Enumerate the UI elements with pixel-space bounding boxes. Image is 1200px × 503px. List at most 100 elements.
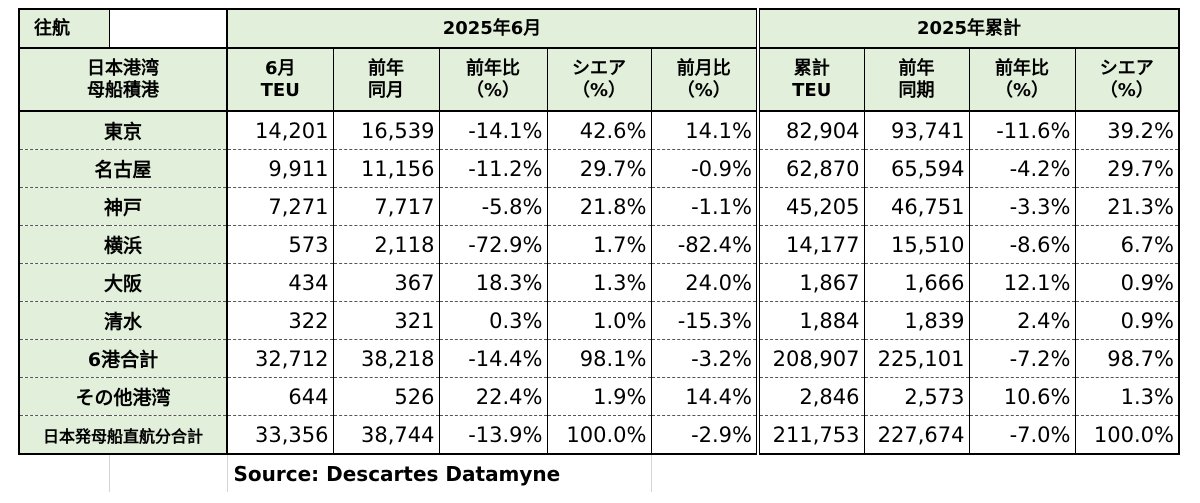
cell-prev-month: 526: [332, 377, 439, 416]
cell-cum-share: 0.9%: [1074, 301, 1180, 340]
cell-cum-yoy: -3.3%: [968, 187, 1075, 226]
group-header-cumulative: 2025年累計: [756, 8, 1180, 48]
cell-prev-month: 38,218: [332, 339, 439, 378]
cell-prev-period: 15,510: [863, 225, 969, 264]
port-name: 横浜: [18, 225, 227, 264]
cell-share: 100.0%: [546, 415, 651, 455]
cell-mom: -3.2%: [650, 339, 758, 378]
cell-cum-share: 98.7%: [1074, 339, 1180, 378]
col-header-line1: 前月比: [676, 57, 731, 79]
cell-prev-month: 321: [332, 301, 439, 340]
table-row: 6港合計 32,712 38,218 -14.4% 98.1% -3.2% 208,907 2…: [18, 339, 1180, 378]
cell-share: 1.0%: [546, 301, 651, 340]
cell-yoy: 0.3%: [438, 301, 547, 340]
col-header-prev-period: 前年 同期: [863, 47, 969, 112]
table-row: 日本発母船直航分合計 33,356 38,744 -13.9% 100.0% -2.9% 2…: [18, 415, 1180, 455]
col-header-june-teu: 6月 TEU: [226, 47, 333, 112]
cell-cum-yoy: 2.4%: [968, 301, 1075, 340]
col-header-line2: （%）: [676, 79, 731, 101]
cell-share: 42.6%: [546, 111, 651, 150]
group-header-june: 2025年6月: [226, 8, 758, 48]
cell-june-teu: 7,271: [226, 187, 333, 226]
source-row: Source: Descartes Datamyne: [19, 454, 1179, 492]
col-header-line2: （%）: [1099, 79, 1154, 101]
port-header-line1: 日本港湾: [87, 57, 159, 79]
cell-june-teu: 434: [226, 263, 333, 302]
port-name: 清水: [18, 301, 227, 340]
col-header-line1: シエア: [572, 57, 626, 79]
cell-mom: -15.3%: [650, 301, 758, 340]
col-header-line2: （%）: [571, 79, 627, 101]
col-header-line2: （%）: [465, 79, 521, 101]
cell-june-teu: 9,911: [226, 149, 333, 188]
cell-prev-period: 2,573: [863, 377, 969, 416]
cell-yoy: -72.9%: [438, 225, 547, 264]
cell-share: 1.9%: [546, 377, 651, 416]
cell-prev-month: 367: [332, 263, 439, 302]
cell-prev-month: 7,717: [332, 187, 439, 226]
cell-cum-teu: 14,177: [756, 225, 864, 264]
source-blank-1: [19, 454, 109, 492]
col-header-line1: 6月: [264, 57, 296, 79]
cell-mom: 14.4%: [650, 377, 758, 416]
table-row: 大阪 434 367 18.3% 1.3% 24.0% 1,867 1,666 12.1% 0.9…: [18, 263, 1180, 302]
cell-cum-share: 21.3%: [1074, 187, 1180, 226]
port-header: 日本港湾 母船積港: [18, 47, 227, 112]
cell-prev-period: 65,594: [863, 149, 969, 188]
cell-cum-teu: 211,753: [756, 415, 864, 455]
col-header-cum-teu: 累計 TEU: [756, 47, 864, 112]
col-header-line2: TEU: [792, 79, 832, 101]
port-name: 神戸: [18, 187, 227, 226]
cell-prev-month: 16,539: [332, 111, 439, 150]
cell-cum-share: 29.7%: [1074, 149, 1180, 188]
corner-blank: [108, 8, 227, 49]
port-name: 6港合計: [18, 339, 227, 378]
cell-prev-period: 225,101: [863, 339, 969, 378]
cell-cum-share: 39.2%: [1074, 111, 1180, 150]
col-header-cum-share: シエア （%）: [1074, 47, 1180, 112]
cell-cum-share: 0.9%: [1074, 263, 1180, 302]
cell-cum-yoy: 10.6%: [968, 377, 1075, 416]
cell-yoy: -5.8%: [438, 187, 547, 226]
cell-june-teu: 14,201: [226, 111, 333, 150]
cell-cum-teu: 1,884: [756, 301, 864, 340]
cell-yoy: -11.2%: [438, 149, 547, 188]
col-header-line2: 同期: [898, 79, 935, 101]
cell-june-teu: 573: [226, 225, 333, 264]
cell-cum-yoy: -7.2%: [968, 339, 1075, 378]
cell-june-teu: 33,356: [226, 415, 333, 455]
col-header-mom: 前月比 （%）: [650, 47, 758, 112]
cell-mom: -82.4%: [650, 225, 758, 264]
col-header-yoy: 前年比 （%）: [438, 47, 547, 112]
col-header-line1: 前年比: [466, 57, 520, 79]
cell-mom: -1.1%: [650, 187, 758, 226]
port-name: その他港湾: [18, 377, 227, 416]
table-wrapper: 往航 2025年6月 2025年累計 日本港湾 母船積港 6月 TEU 前年 同月 …: [18, 8, 1180, 492]
cell-cum-yoy: -4.2%: [968, 149, 1075, 188]
table-row: 名古屋 9,911 11,156 -11.2% 29.7% -0.9% 62,870 65,5…: [18, 149, 1180, 188]
cell-prev-period: 1,839: [863, 301, 969, 340]
cell-june-teu: 32,712: [226, 339, 333, 378]
cell-yoy: 22.4%: [438, 377, 547, 416]
cell-prev-month: 38,744: [332, 415, 439, 455]
cell-share: 29.7%: [546, 149, 651, 188]
port-name: 東京: [18, 111, 227, 150]
cell-cum-yoy: -11.6%: [968, 111, 1075, 150]
cell-cum-teu: 2,846: [756, 377, 864, 416]
port-header-line2: 母船積港: [87, 79, 159, 101]
cell-cum-teu: 45,205: [756, 187, 864, 226]
corner-label: 往航: [18, 8, 109, 49]
col-header-cum-yoy: 前年比 （%）: [968, 47, 1075, 112]
table-row: 清水 322 321 0.3% 1.0% -15.3% 1,884 1,839 2.4% 0.9%: [18, 301, 1180, 340]
cell-june-teu: 322: [226, 301, 333, 340]
cell-share: 1.3%: [546, 263, 651, 302]
table-row: 東京 14,201 16,539 -14.1% 42.6% 14.1% 82,904 93,7…: [18, 111, 1180, 150]
table-row: 横浜 573 2,118 -72.9% 1.7% -82.4% 14,177 15,510 -8…: [18, 225, 1180, 264]
cell-cum-yoy: -8.6%: [968, 225, 1075, 264]
col-header-line1: 前年比: [995, 57, 1049, 79]
cell-cum-yoy: -7.0%: [968, 415, 1075, 455]
col-header-line2: （%）: [994, 79, 1050, 101]
group-header-row: 往航 2025年6月 2025年累計: [18, 8, 1180, 49]
cell-prev-month: 2,118: [332, 225, 439, 264]
teu-table: 往航 2025年6月 2025年累計 日本港湾 母船積港 6月 TEU 前年 同月 …: [18, 8, 1180, 492]
